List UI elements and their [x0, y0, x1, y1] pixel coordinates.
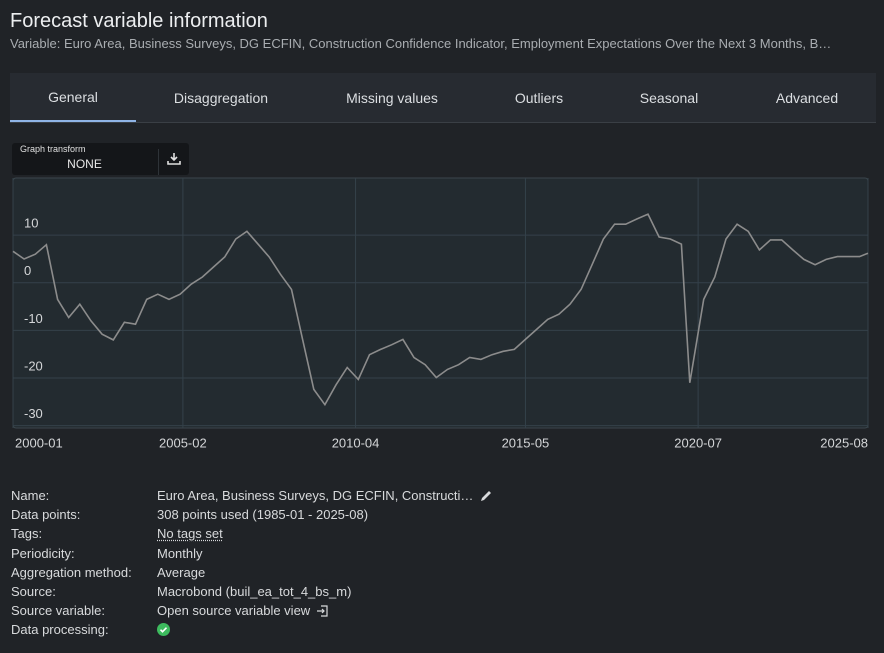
detail-value: Monthly: [157, 545, 203, 561]
separator: [158, 149, 159, 175]
detail-value-cell: 308 points used (1985-01 - 2025-08): [157, 507, 368, 522]
y-tick-label: -20: [24, 358, 43, 373]
detail-value-cell: Euro Area, Business Surveys, DG ECFIN, C…: [157, 488, 493, 503]
y-tick-label: 0: [24, 263, 31, 278]
download-button[interactable]: [167, 152, 181, 166]
x-tick-label: 2000-01: [15, 435, 63, 450]
tab[interactable]: Advanced: [775, 89, 839, 106]
detail-value-cell: Macrobond (buil_ea_tot_4_bs_m): [157, 584, 351, 599]
detail-row: Source variable: Open source variable vie…: [11, 601, 493, 620]
detail-label: Periodicity:: [11, 545, 75, 561]
data-line: [12, 213, 869, 407]
detail-label: Source:: [11, 584, 56, 600]
graph-transform-label: Graph transform: [20, 144, 86, 154]
detail-row: Source: Macrobond (buil_ea_tot_4_bs_m): [11, 582, 493, 601]
tab[interactable]: Seasonal: [639, 89, 699, 106]
detail-value: 308 points used (1985-01 - 2025-08): [157, 507, 369, 523]
status-ok-icon: [157, 623, 170, 637]
y-tick-label: -10: [24, 311, 43, 326]
tab[interactable]: General: [10, 73, 136, 122]
tab[interactable]: Outliers: [514, 89, 564, 106]
detail-row: Data processing:: [11, 620, 493, 639]
graph-transform[interactable]: Graph transform NONE: [12, 143, 189, 175]
detail-value[interactable]: Open source variable view: [157, 603, 311, 619]
plot-area: [12, 177, 869, 429]
detail-value-cell: [157, 623, 170, 637]
tab-bar: General Disaggregation Missing values Outli…: [10, 73, 876, 123]
detail-label: Source variable:: [11, 603, 105, 619]
detail-label: Data points:: [11, 507, 81, 523]
y-tick-label: -30: [24, 406, 43, 421]
x-tick-label: 2025-08: [820, 435, 868, 450]
detail-label: Name:: [11, 488, 50, 504]
detail-value-cell: Monthly: [157, 546, 203, 561]
open-icon[interactable]: [316, 605, 328, 617]
detail-row: Periodicity: Monthly: [11, 544, 493, 563]
detail-value[interactable]: No tags set: [157, 526, 223, 542]
detail-row: Name: Euro Area, Business Surveys, DG ECF…: [11, 486, 493, 505]
detail-value-cell: No tags set: [157, 526, 223, 541]
detail-label: Aggregation method:: [11, 564, 132, 580]
detail-value: Macrobond (buil_ea_tot_4_bs_m): [157, 584, 352, 600]
details: Name: Euro Area, Business Surveys, DG ECF…: [11, 486, 493, 640]
chart: -30 -20 -10 0 10 2000-01 2005-02 2010-04 2015-05…: [12, 177, 869, 450]
detail-value-cell: Average: [157, 565, 205, 580]
subtitle: Variable: Euro Area, Business Surveys, D…: [10, 36, 832, 51]
edit-icon[interactable]: [479, 489, 493, 503]
graph-transform-value[interactable]: NONE: [67, 157, 102, 171]
tab[interactable]: Missing values: [346, 89, 438, 106]
detail-value: Average: [157, 564, 206, 580]
x-tick-label: 2010-04: [332, 435, 380, 450]
detail-value: Euro Area, Business Surveys, DG ECFIN, C…: [157, 488, 474, 504]
x-tick-label: 2020-07: [674, 435, 722, 450]
detail-label: Data processing:: [11, 622, 109, 638]
title: Forecast variable information: [10, 10, 268, 32]
detail-row: Data points: 308 points used (1985-01 - 2…: [11, 505, 493, 524]
detail-row: Aggregation method: Average: [11, 563, 493, 582]
tab[interactable]: Disaggregation: [173, 89, 269, 106]
detail-value-cell: Open source variable view: [157, 603, 328, 618]
x-tick-label: 2015-05: [502, 435, 550, 450]
y-tick-label: 10: [24, 216, 38, 231]
detail-label: Tags:: [11, 526, 43, 542]
x-tick-label: 2005-02: [159, 435, 207, 450]
detail-row: Tags: No tags set: [11, 524, 493, 543]
